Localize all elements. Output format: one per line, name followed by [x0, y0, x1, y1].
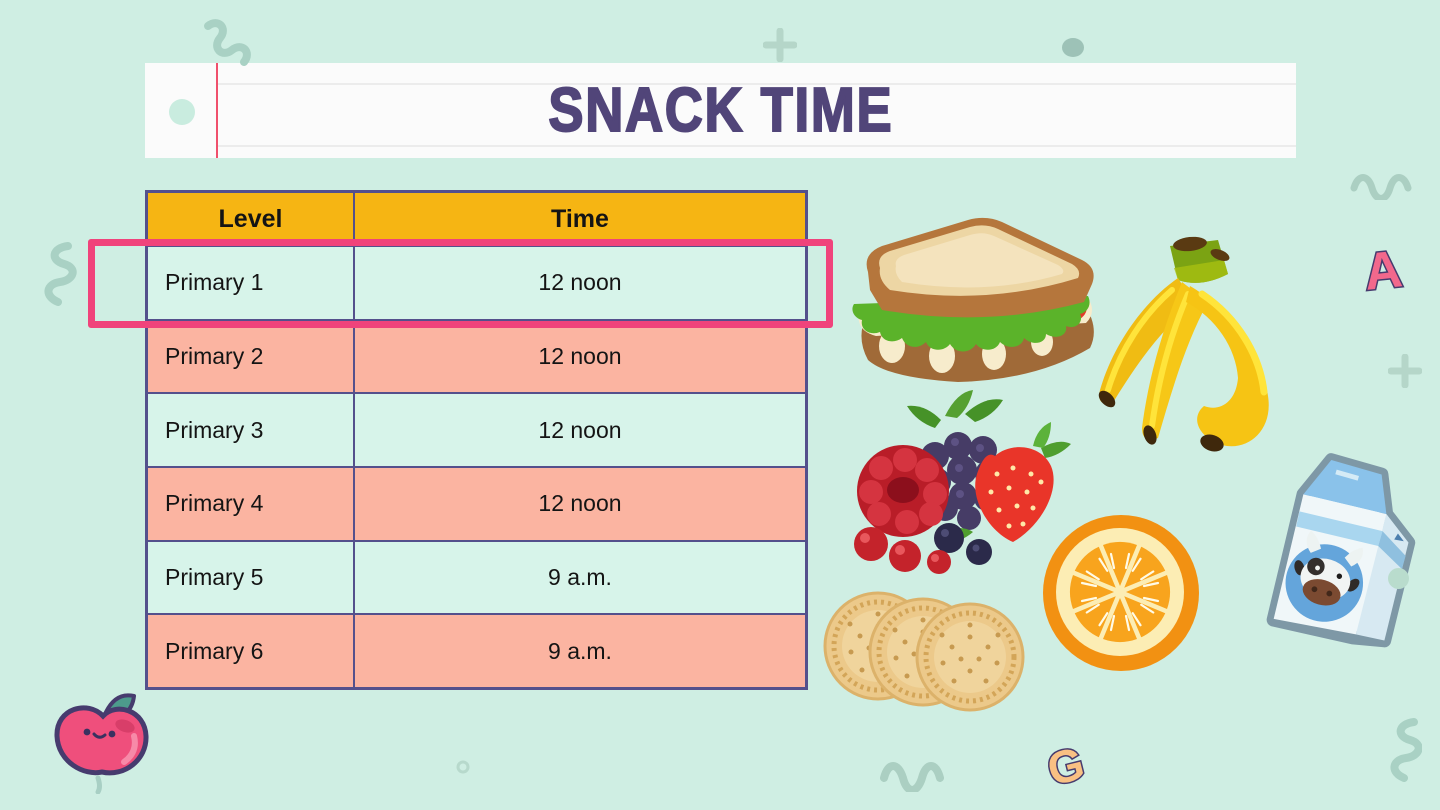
margin-line — [216, 63, 218, 158]
bananas-image — [1098, 236, 1269, 452]
table-row-level: Primary 3 — [148, 394, 353, 466]
letter-g-glyph: G — [1042, 736, 1089, 795]
hole-punch-dot — [169, 99, 195, 125]
letter-a-glyph: A — [1361, 240, 1404, 302]
wave-icon — [1350, 174, 1412, 200]
ruled-line — [218, 145, 1296, 147]
table-row-time: 12 noon — [355, 247, 805, 319]
highlight-rectangle — [88, 239, 833, 328]
table-row-level: Primary 2 — [148, 320, 353, 393]
page-title: SNACK TIME — [547, 75, 893, 146]
plus-icon — [1388, 354, 1422, 388]
dot-icon — [1062, 38, 1084, 57]
table-row-time: 12 noon — [355, 394, 805, 466]
table-row-level: Primary 5 — [148, 541, 353, 614]
letter-a-decoration: A — [1360, 239, 1406, 304]
table-row-level: Primary 4 — [148, 467, 353, 540]
table-row-level: Primary 6 — [148, 615, 353, 687]
squiggle-icon — [1390, 718, 1422, 782]
milk-carton-image — [1266, 453, 1416, 648]
apple-mascot — [54, 693, 149, 794]
biscuits-image — [820, 590, 1027, 714]
column-header-time: Time — [355, 193, 805, 245]
wave-icon — [880, 762, 944, 792]
snack-schedule-table: Level Time Primary 1 12 noon Primary 2 1… — [145, 190, 808, 690]
table-row-time: 12 noon — [355, 467, 805, 540]
plus-icon — [763, 28, 797, 62]
table-row-time: 9 a.m. — [355, 541, 805, 614]
table-row-level: Primary 1 — [148, 247, 353, 319]
ruled-line — [218, 83, 1296, 85]
column-header-level: Level — [148, 193, 353, 245]
squiggle-icon — [204, 19, 251, 66]
dot-icon — [1388, 568, 1409, 589]
sandwich-image — [852, 217, 1094, 382]
table-row-time: 9 a.m. — [355, 615, 805, 687]
orange-slice-image — [1043, 515, 1199, 671]
notebook-header: SNACK TIME — [145, 63, 1296, 158]
ring-icon — [456, 760, 470, 774]
table-row-time: 12 noon — [355, 320, 805, 393]
berries-image — [854, 390, 1071, 574]
squiggle-icon — [44, 242, 77, 306]
letter-g-decoration: G — [1041, 736, 1091, 797]
